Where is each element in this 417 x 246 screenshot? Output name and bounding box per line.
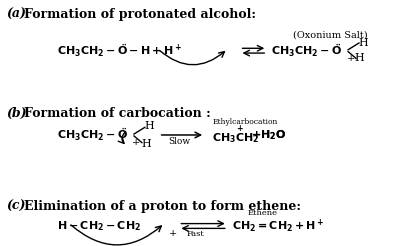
Text: +: +: [132, 138, 140, 147]
Text: (a): (a): [7, 8, 27, 21]
Text: $\mathbf{+H_2O}$: $\mathbf{+H_2O}$: [251, 128, 287, 142]
Text: $\mathbf{+H_2O}$: $\mathbf{+H_2O}$: [251, 128, 287, 142]
Text: Formation of carbocation :: Formation of carbocation :: [25, 108, 211, 120]
Text: Formation of protonated alcohol:: Formation of protonated alcohol:: [25, 8, 256, 21]
Text: (c): (c): [7, 200, 26, 213]
Text: H: H: [141, 138, 151, 149]
Text: H: H: [145, 121, 155, 131]
Text: $\mathbf{CH_3CH_2-\ddot{O}}$: $\mathbf{CH_3CH_2-\ddot{O}}$: [57, 127, 128, 143]
Text: Slow: Slow: [168, 137, 191, 146]
Text: Elimination of a proton to form ethene:: Elimination of a proton to form ethene:: [25, 200, 301, 213]
Text: $\mathbf{CH_3CH_2-\ddot{O}-H + H^+}$: $\mathbf{CH_3CH_2-\ddot{O}-H + H^+}$: [57, 42, 182, 59]
Text: $\mathbf{H-CH_2-CH_2}$: $\mathbf{H-CH_2-CH_2}$: [57, 219, 141, 233]
Text: $\mathbf{CH_2{=}CH_2+H^+}$: $\mathbf{CH_2{=}CH_2+H^+}$: [232, 217, 324, 234]
Text: H: H: [354, 53, 364, 63]
Text: (b): (b): [7, 108, 27, 120]
Text: +: +: [168, 229, 177, 238]
Text: +: +: [347, 54, 355, 63]
Text: Ethylcarbocation: Ethylcarbocation: [213, 118, 278, 125]
Text: Ethene: Ethene: [247, 209, 277, 216]
Text: $\mathbf{CH_3CH_2-\ddot{O}}$: $\mathbf{CH_3CH_2-\ddot{O}}$: [271, 42, 342, 59]
Text: Fast: Fast: [186, 230, 204, 238]
Text: $\mathbf{CH_3\overset{+}{C}H_2}$: $\mathbf{CH_3\overset{+}{C}H_2}$: [212, 123, 259, 146]
Text: (Oxonium Salt): (Oxonium Salt): [293, 31, 367, 40]
Text: H: H: [358, 38, 368, 48]
